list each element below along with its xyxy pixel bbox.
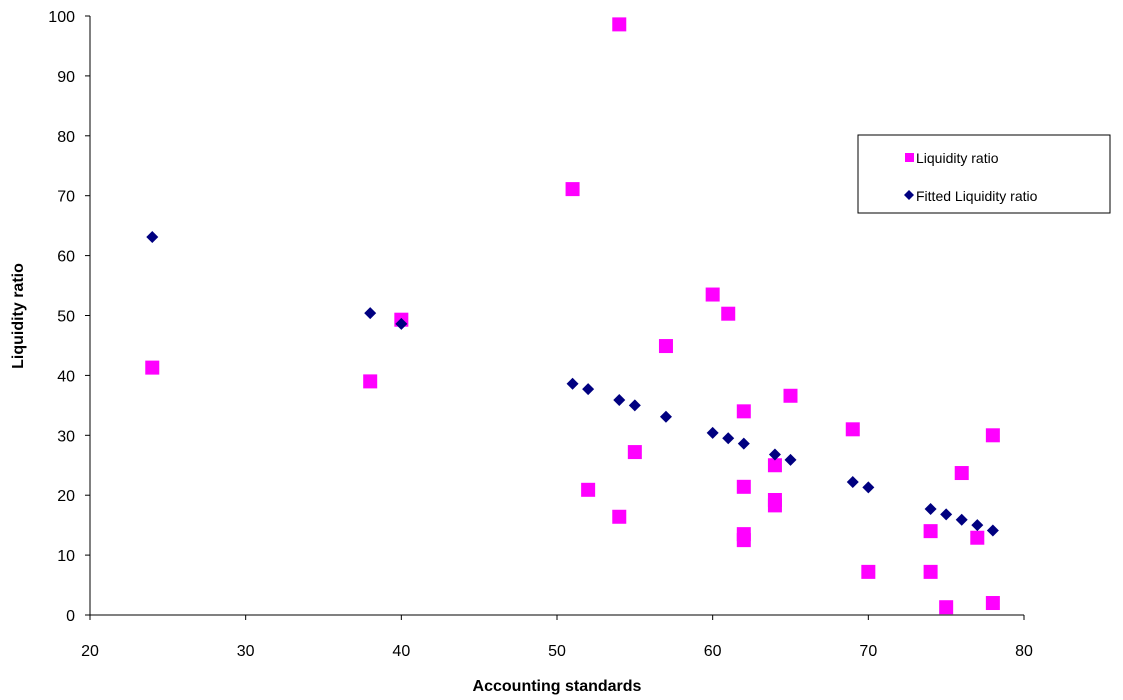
x-tick-label: 40 <box>392 643 410 660</box>
data-point-square <box>939 600 954 615</box>
data-point-diamond <box>971 519 984 532</box>
data-point-square <box>721 306 736 321</box>
data-point-diamond <box>986 524 999 537</box>
data-point-diamond <box>613 393 626 406</box>
data-point-diamond <box>846 476 859 489</box>
data-point-diamond <box>364 307 377 320</box>
legend-item-fitted-liquidity-ratio: Fitted Liquidity ratio <box>904 188 1038 204</box>
data-point-diamond <box>395 317 408 330</box>
data-point-square <box>627 445 642 460</box>
x-axis-title: Accounting standards <box>473 678 642 695</box>
data-point-square <box>954 466 969 481</box>
data-point-square <box>783 388 798 403</box>
y-tick-label: 10 <box>57 548 75 565</box>
series-fitted-liquidity-ratio <box>146 231 999 537</box>
y-tick-label: 70 <box>57 189 75 206</box>
data-point-square <box>581 482 596 497</box>
y-tick-label: 80 <box>57 129 75 146</box>
x-tick-label: 80 <box>1015 643 1033 660</box>
data-point-diamond <box>706 426 719 439</box>
data-point-diamond <box>566 377 579 390</box>
data-point-square <box>612 509 627 524</box>
data-point-diamond <box>768 448 781 461</box>
legend-square-marker <box>905 153 914 162</box>
data-point-square <box>767 458 782 473</box>
y-tick-label: 0 <box>66 608 75 625</box>
data-point-square <box>612 17 627 32</box>
data-point-square <box>736 404 751 419</box>
legend-box <box>857 134 1111 214</box>
data-point-square <box>985 596 1000 611</box>
data-point-diamond <box>955 513 968 526</box>
data-point-square <box>363 374 378 389</box>
legend: Liquidity ratio Fitted Liquidity ratio <box>857 134 1111 214</box>
x-tick-label: 30 <box>237 643 255 660</box>
y-tick-label: 90 <box>57 69 75 86</box>
data-point-square <box>705 287 720 302</box>
data-point-diamond <box>924 502 937 515</box>
data-point-square <box>923 524 938 539</box>
data-points <box>145 17 1000 615</box>
data-point-diamond <box>862 481 875 494</box>
y-tick-label: 30 <box>57 428 75 445</box>
axes <box>85 15 1025 620</box>
x-tick-label: 70 <box>859 643 877 660</box>
y-tick-label: 60 <box>57 249 75 266</box>
legend-item-liquidity-ratio: Liquidity ratio <box>905 150 999 166</box>
x-tick-label: 50 <box>548 643 566 660</box>
data-point-square <box>970 530 985 545</box>
data-point-diamond <box>737 437 750 450</box>
data-point-square <box>923 564 938 579</box>
data-point-square <box>736 479 751 494</box>
data-point-diamond <box>784 453 797 466</box>
data-point-square <box>845 422 860 437</box>
tick-labels: 0 10 20 30 40 50 60 70 80 90 100 20 30 40 50 60 70 80 <box>48 9 1033 660</box>
data-point-diamond <box>659 410 672 423</box>
legend-diamond-marker <box>904 190 914 200</box>
series-liquidity-ratio <box>145 17 1000 615</box>
x-tick-label: 60 <box>704 643 722 660</box>
data-point-square <box>985 428 1000 443</box>
legend-label-liquidity-ratio: Liquidity ratio <box>916 150 999 166</box>
data-point-square <box>767 498 782 513</box>
data-point-diamond <box>582 383 595 396</box>
y-tick-label: 20 <box>57 488 75 505</box>
data-point-square <box>565 182 580 197</box>
data-point-diamond <box>628 399 641 412</box>
data-point-diamond <box>722 432 735 445</box>
y-tick-label: 40 <box>57 368 75 385</box>
data-point-diamond <box>146 231 159 244</box>
legend-label-fitted-liquidity-ratio: Fitted Liquidity ratio <box>916 188 1038 204</box>
x-tick-label: 20 <box>81 643 99 660</box>
data-point-square <box>145 360 160 375</box>
y-axis-title: Liquidity ratio <box>10 263 27 369</box>
data-point-square <box>736 533 751 548</box>
data-point-diamond <box>940 508 953 521</box>
y-tick-label: 50 <box>57 309 75 326</box>
data-point-square <box>861 564 876 579</box>
data-point-square <box>658 339 673 354</box>
y-tick-label: 100 <box>48 9 75 26</box>
